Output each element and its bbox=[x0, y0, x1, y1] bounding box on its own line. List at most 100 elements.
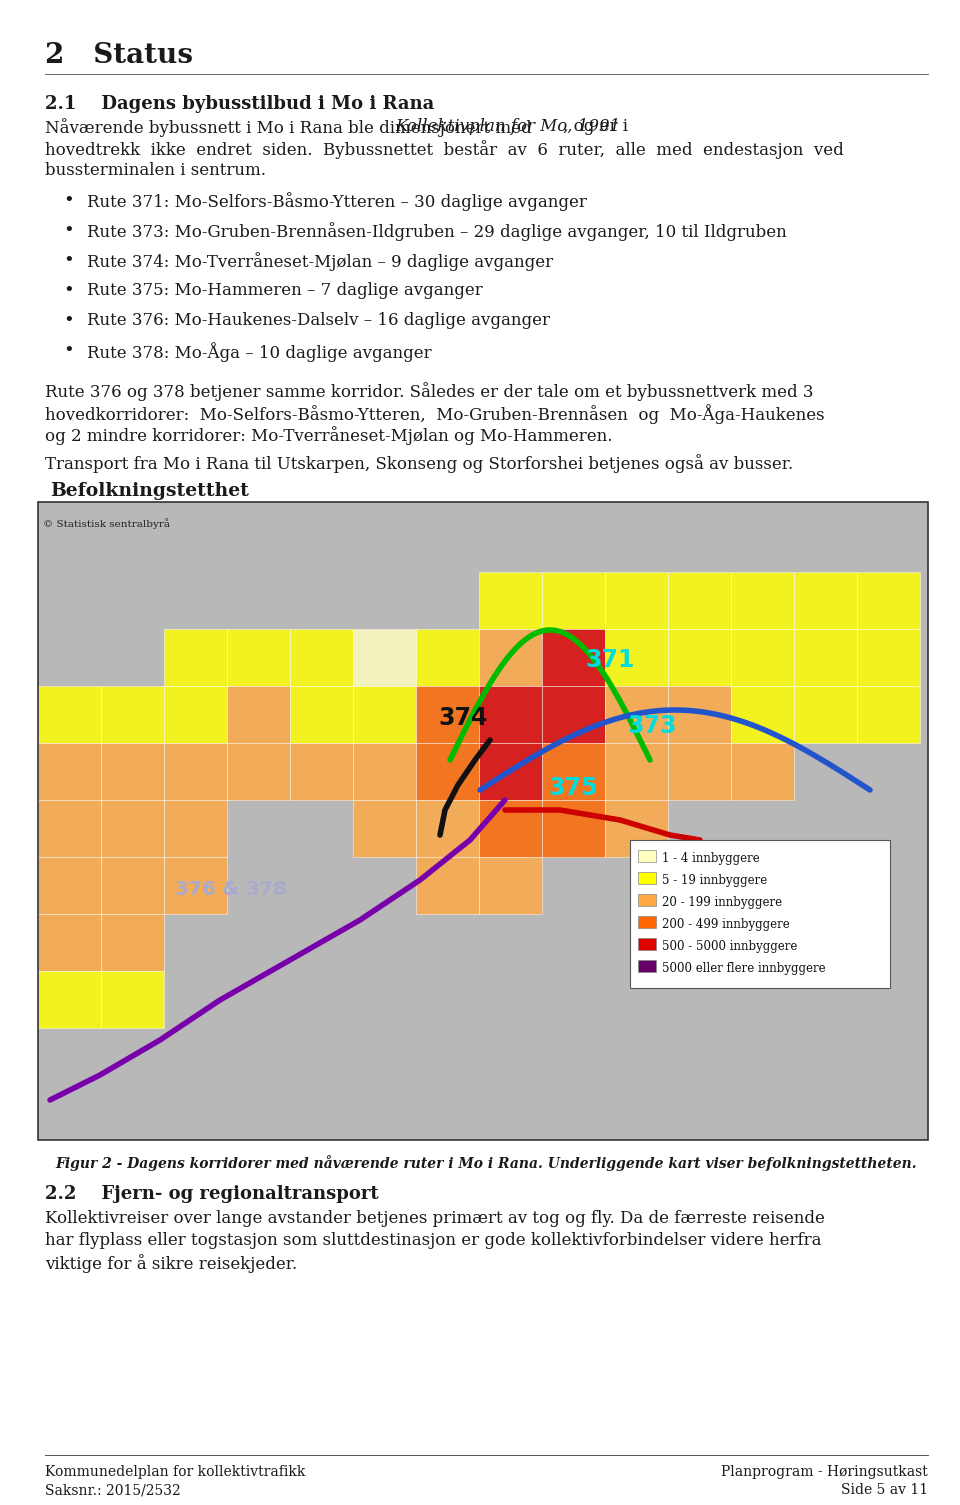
Bar bbox=[668, 743, 731, 801]
Bar bbox=[542, 686, 605, 743]
Bar bbox=[164, 856, 227, 914]
Bar bbox=[857, 686, 920, 743]
Text: Befolkningstetthet: Befolkningstetthet bbox=[50, 482, 249, 500]
Bar bbox=[101, 856, 164, 914]
Bar bbox=[794, 572, 857, 629]
Text: 2.1    Dagens bybusstilbud i Mo i Rana: 2.1 Dagens bybusstilbud i Mo i Rana bbox=[45, 95, 434, 113]
Bar bbox=[794, 629, 857, 686]
Text: Kollektivreiser over lange avstander betjenes primært av tog og fly. Da de færre: Kollektivreiser over lange avstander bet… bbox=[45, 1210, 825, 1227]
Text: •: • bbox=[63, 342, 74, 360]
Bar bbox=[731, 686, 794, 743]
Text: 20 - 199 innbyggere: 20 - 199 innbyggere bbox=[662, 895, 782, 909]
Text: •: • bbox=[63, 281, 74, 299]
Bar bbox=[731, 743, 794, 801]
Bar bbox=[479, 856, 542, 914]
Bar bbox=[479, 801, 542, 856]
Text: Kommunedelplan for kollektivtrafikk: Kommunedelplan for kollektivtrafikk bbox=[45, 1464, 305, 1479]
Bar bbox=[638, 960, 656, 972]
Bar bbox=[668, 572, 731, 629]
Bar bbox=[101, 743, 164, 801]
Bar bbox=[857, 629, 920, 686]
Bar bbox=[638, 917, 656, 929]
Bar bbox=[38, 971, 101, 1028]
Bar bbox=[416, 801, 479, 856]
Text: Rute 376: Mo-Haukenes-Dalselv – 16 daglige avganger: Rute 376: Mo-Haukenes-Dalselv – 16 dagli… bbox=[87, 312, 550, 330]
Bar bbox=[668, 629, 731, 686]
Bar bbox=[416, 629, 479, 686]
Bar bbox=[668, 686, 731, 743]
Bar bbox=[38, 503, 928, 1139]
Bar bbox=[164, 629, 227, 686]
Bar bbox=[38, 686, 101, 743]
Bar bbox=[416, 686, 479, 743]
Bar bbox=[638, 850, 656, 862]
Text: •: • bbox=[63, 193, 74, 211]
Text: Rute 378: Mo-Åga – 10 daglige avganger: Rute 378: Mo-Åga – 10 daglige avganger bbox=[87, 342, 432, 361]
Text: bussterminalen i sentrum.: bussterminalen i sentrum. bbox=[45, 163, 266, 179]
Text: Rute 375: Mo-Hammeren – 7 daglige avganger: Rute 375: Mo-Hammeren – 7 daglige avgang… bbox=[87, 281, 483, 299]
Text: © Statistisk sentralbyrå: © Statistisk sentralbyrå bbox=[43, 518, 170, 528]
Bar bbox=[605, 743, 668, 801]
Text: Saksnr.: 2015/2532: Saksnr.: 2015/2532 bbox=[45, 1482, 180, 1497]
Bar bbox=[542, 629, 605, 686]
Bar bbox=[605, 629, 668, 686]
Text: Rute 374: Mo-Tverråneset-Mjølan – 9 daglige avganger: Rute 374: Mo-Tverråneset-Mjølan – 9 dagl… bbox=[87, 251, 553, 271]
Text: 2.2    Fjern- og regionaltransport: 2.2 Fjern- og regionaltransport bbox=[45, 1184, 378, 1202]
Bar bbox=[479, 629, 542, 686]
Bar bbox=[416, 856, 479, 914]
Text: Figur 2 - Dagens korridorer med nåværende ruter i Mo i Rana. Underliggende kart : Figur 2 - Dagens korridorer med nåværend… bbox=[56, 1154, 918, 1171]
Text: •: • bbox=[63, 223, 74, 239]
Bar bbox=[290, 629, 353, 686]
Text: 373: 373 bbox=[627, 713, 677, 737]
Text: 5 - 19 innbyggere: 5 - 19 innbyggere bbox=[662, 874, 767, 886]
Text: hovedtrekk  ikke  endret  siden.  Bybussnettet  består  av  6  ruter,  alle  med: hovedtrekk ikke endret siden. Bybussnett… bbox=[45, 140, 844, 160]
Text: har flyplass eller togstasjon som sluttdestinasjon er gode kollektivforbindelser: har flyplass eller togstasjon som sluttd… bbox=[45, 1233, 822, 1249]
Text: Planprogram - Høringsutkast: Planprogram - Høringsutkast bbox=[721, 1464, 928, 1479]
Bar bbox=[605, 686, 668, 743]
Text: Rute 376 og 378 betjener samme korridor. Således er der tale om et bybussnettver: Rute 376 og 378 betjener samme korridor.… bbox=[45, 382, 813, 400]
Bar bbox=[353, 686, 416, 743]
Text: og 2 mindre korridorer: Mo-Tverråneset-Mjølan og Mo-Hammeren.: og 2 mindre korridorer: Mo-Tverråneset-M… bbox=[45, 426, 612, 445]
Text: 376 & 378: 376 & 378 bbox=[175, 880, 287, 898]
Bar bbox=[164, 801, 227, 856]
Text: •: • bbox=[63, 312, 74, 330]
Text: Side 5 av 11: Side 5 av 11 bbox=[841, 1482, 928, 1497]
Bar bbox=[479, 743, 542, 801]
Bar bbox=[794, 686, 857, 743]
Text: 375: 375 bbox=[548, 777, 597, 801]
Bar bbox=[605, 572, 668, 629]
Bar bbox=[38, 801, 101, 856]
Text: 371: 371 bbox=[585, 649, 635, 673]
Bar bbox=[638, 894, 656, 906]
Text: 374: 374 bbox=[438, 706, 488, 730]
Text: 200 - 499 innbyggere: 200 - 499 innbyggere bbox=[662, 918, 790, 932]
Bar bbox=[101, 914, 164, 971]
Bar bbox=[227, 629, 290, 686]
Text: viktige for å sikre reisekjeder.: viktige for å sikre reisekjeder. bbox=[45, 1254, 298, 1273]
Bar bbox=[630, 840, 890, 987]
Text: hovedkorridorer:  Mo-Selfors-Båsmo-Ytteren,  Mo-Gruben-Brennåsen  og  Mo-Åga-Hau: hovedkorridorer: Mo-Selfors-Båsmo-Yttere… bbox=[45, 403, 825, 424]
Text: Nåværende bybussnett i Mo i Rana ble dimensjonert med: Nåværende bybussnett i Mo i Rana ble dim… bbox=[45, 117, 537, 137]
Bar bbox=[290, 743, 353, 801]
Bar bbox=[164, 743, 227, 801]
Bar bbox=[353, 801, 416, 856]
Bar bbox=[353, 743, 416, 801]
Bar bbox=[542, 743, 605, 801]
Text: •: • bbox=[63, 251, 74, 269]
Text: , og er i: , og er i bbox=[564, 117, 629, 135]
Bar bbox=[542, 801, 605, 856]
Text: Kollektivplan for Mo, 1991: Kollektivplan for Mo, 1991 bbox=[395, 117, 620, 135]
Text: Rute 371: Mo-Selfors-Båsmo-Ytteren – 30 daglige avganger: Rute 371: Mo-Selfors-Båsmo-Ytteren – 30 … bbox=[87, 193, 587, 211]
Bar bbox=[227, 743, 290, 801]
Bar bbox=[290, 686, 353, 743]
Bar bbox=[638, 871, 656, 883]
Bar bbox=[416, 743, 479, 801]
Bar bbox=[479, 572, 542, 629]
Bar bbox=[164, 686, 227, 743]
Bar bbox=[542, 572, 605, 629]
Bar bbox=[479, 686, 542, 743]
Bar bbox=[605, 801, 668, 856]
Bar bbox=[227, 686, 290, 743]
Text: 1 - 4 innbyggere: 1 - 4 innbyggere bbox=[662, 852, 759, 865]
Bar bbox=[731, 572, 794, 629]
